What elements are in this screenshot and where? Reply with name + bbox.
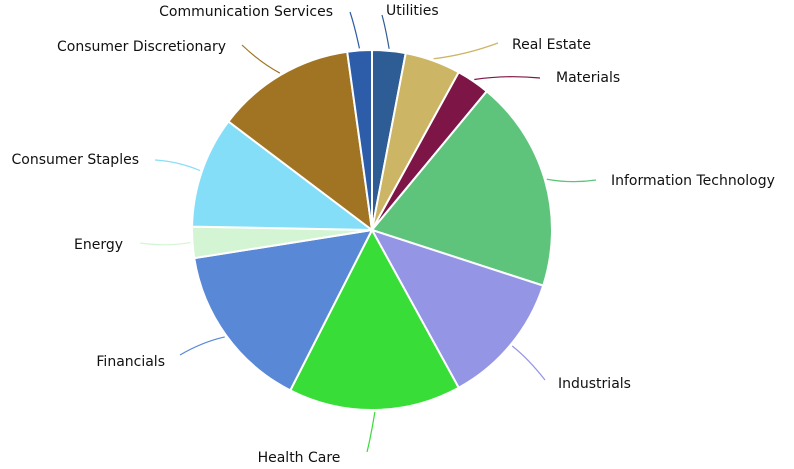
leader-line-real-estate	[433, 42, 499, 60]
leader-line-materials	[474, 76, 541, 81]
slice-label-consumer-staples: Consumer Staples	[12, 152, 139, 168]
pie-slice-industrials[interactable]	[369, 228, 545, 390]
slice-label-information-technology: Information Technology	[611, 173, 775, 189]
slice-label-financials: Financials	[96, 354, 165, 370]
pie-slice-consumer-staples[interactable]	[191, 120, 376, 232]
leader-line-financials	[179, 336, 225, 356]
leader-line-health-care	[366, 411, 376, 453]
slice-label-communication-services: Communication Services	[159, 4, 333, 20]
pie-slice-health-care[interactable]	[288, 227, 461, 411]
slice-label-materials: Materials	[556, 70, 620, 86]
pie-slice-information-technology[interactable]	[370, 89, 553, 287]
slice-label-energy: Energy	[74, 237, 123, 253]
leader-line-communication-services	[349, 11, 361, 49]
leader-line-information-technology	[546, 178, 597, 183]
leader-line-consumer-staples	[154, 159, 201, 172]
slice-label-utilities: Utilities	[386, 3, 439, 19]
leader-line-consumer-discretionary	[241, 44, 281, 74]
slice-label-industrials: Industrials	[558, 376, 631, 392]
slice-label-health-care: Health Care	[258, 450, 341, 466]
slice-label-consumer-discretionary: Consumer Discretionary	[57, 39, 226, 55]
pie-slice-consumer-discretionary[interactable]	[226, 50, 374, 233]
slice-label-real-estate: Real Estate	[512, 37, 591, 53]
leader-line-energy	[139, 241, 191, 246]
leader-line-industrials	[511, 345, 546, 381]
leader-line-utilities	[381, 14, 390, 49]
pie-slice-financials[interactable]	[193, 228, 374, 392]
pie-slice-communication-services[interactable]	[346, 48, 373, 231]
